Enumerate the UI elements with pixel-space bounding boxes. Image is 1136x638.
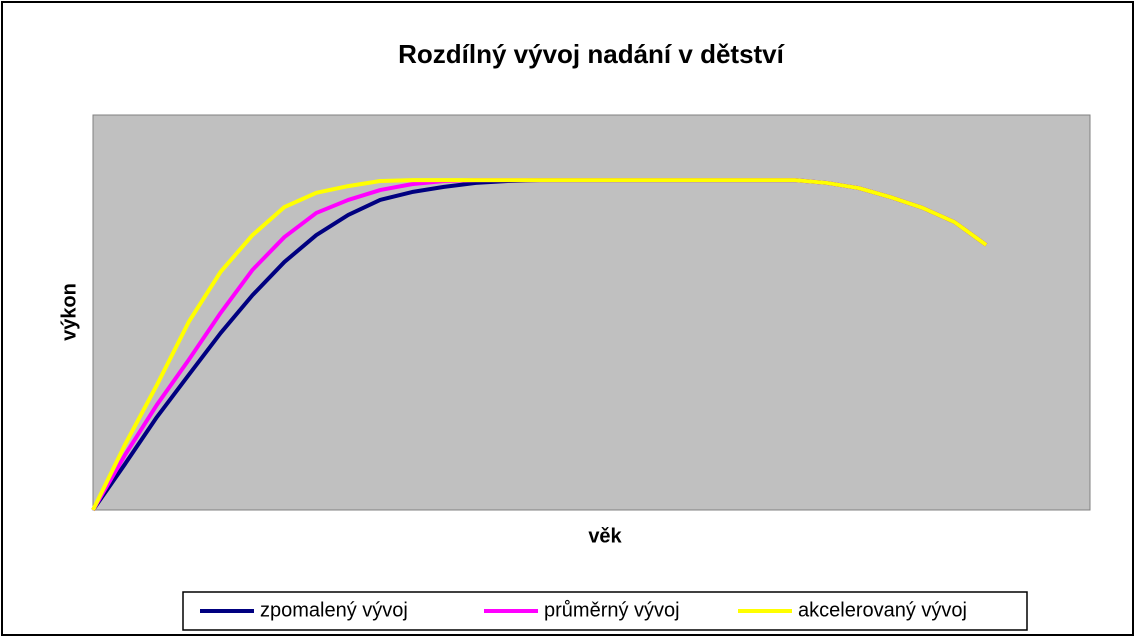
plot-area	[92, 114, 1091, 511]
chart-title: Rozdílný vývoj nadání v dětství	[398, 39, 785, 69]
x-axis-label: věk	[588, 525, 622, 547]
series-line	[91, 178, 988, 511]
legend	[182, 591, 1028, 631]
legend-label: průměrný vývoj	[544, 599, 680, 621]
legend-label: akcelerovaný vývoj	[798, 599, 967, 621]
y-axis-label: výkon	[58, 283, 80, 341]
legend-label: zpomalený vývoj	[260, 599, 408, 621]
